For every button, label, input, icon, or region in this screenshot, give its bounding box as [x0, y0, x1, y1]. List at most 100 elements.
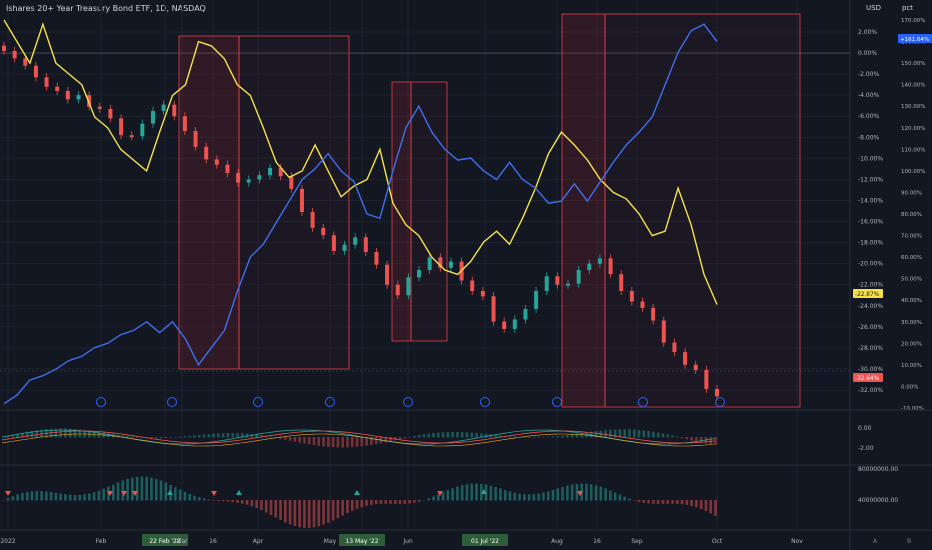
pane2-histogram-bar [126, 478, 129, 501]
oscillator-histogram-bar [432, 433, 435, 438]
right-axis-tick-label: 60.00% [901, 255, 922, 261]
oscillator-histogram-bar [236, 433, 239, 438]
oscillator-histogram-bar [231, 432, 235, 438]
candle-body [108, 108, 113, 119]
oscillator-histogram-bar [78, 429, 82, 438]
left-axis-tick-label: -20.00% [858, 261, 883, 268]
footer-b-icon: B [907, 538, 911, 545]
pane2-histogram-bar [54, 492, 58, 501]
oscillator-histogram-bar [537, 437, 540, 438]
oscillator-histogram-bar [523, 437, 526, 438]
candle-body [608, 258, 613, 275]
candle-body [672, 342, 677, 353]
candle-body [236, 173, 241, 183]
oscillator-histogram-bar [628, 429, 631, 438]
oscillator-histogram-bar [217, 433, 220, 438]
pane2-histogram-bar [245, 500, 249, 505]
x-axis-highlight-tag [142, 534, 188, 546]
oscillator-histogram-bar [30, 431, 34, 438]
pane2-histogram-bar [307, 500, 311, 528]
pane2-histogram-bar [188, 493, 192, 501]
oscillator-histogram-bar [241, 433, 244, 438]
oscillator-histogram-bar [690, 437, 693, 441]
candle-body [491, 296, 496, 322]
right-axis-tick-label: 0.00% [901, 384, 918, 390]
candle-body [268, 167, 273, 176]
candle-body [119, 118, 124, 136]
oscillator-histogram-bar [456, 432, 459, 438]
candle-body [417, 269, 422, 278]
candle-body [204, 146, 209, 160]
highlight-box [391, 81, 412, 342]
pane2-histogram-bar [269, 500, 273, 515]
left-axis-tick-label: -12.00% [858, 176, 883, 183]
x-axis-tick-label: 01 Jul '22 [471, 538, 499, 545]
pane2-histogram-bar [671, 500, 674, 504]
oscillator-histogram-bar [666, 434, 670, 438]
oscillator-histogram-bar [350, 437, 354, 448]
oscillator-histogram-bar [408, 436, 411, 438]
oscillator-histogram-bar [59, 428, 62, 438]
left-axis-tick-label: -2.00% [858, 71, 880, 78]
candle-body [12, 50, 17, 59]
left-axis-tick-label: -14.00% [858, 197, 883, 204]
oscillator-histogram-bar [465, 432, 469, 438]
oscillator-histogram-bar [494, 434, 497, 438]
oscillator-histogram-bar [355, 437, 359, 447]
candle-body [172, 104, 177, 117]
pane2-histogram-bar [589, 484, 593, 501]
oscillator-histogram-bar [566, 434, 569, 438]
pane2-histogram-bar [78, 494, 82, 501]
event-marker-icon [325, 397, 335, 407]
pane2-histogram-bar [441, 492, 445, 501]
oscillator-histogram-bar [2, 437, 5, 438]
footer-a-icon: A [873, 538, 878, 545]
left-axis-tick-label: 0.00% [858, 50, 877, 57]
oscillator-histogram-bar [312, 437, 316, 446]
pane2-histogram-bar [518, 493, 521, 501]
oscillator-histogram-bar [327, 437, 330, 447]
x-axis-tick-label: Apr [253, 538, 264, 545]
pane2-histogram-bar [666, 500, 670, 504]
candle-body [321, 227, 326, 236]
event-marker-icon [403, 397, 413, 407]
pane2-histogram-bar [494, 486, 497, 501]
pane2-histogram-bar [690, 500, 693, 506]
pane2-histogram-bar [604, 488, 607, 501]
candle-body [353, 237, 358, 245]
pane2-histogram-bar [379, 500, 383, 504]
x-axis-tick-label: 16 [209, 538, 217, 545]
candle-body [65, 90, 70, 100]
oscillator-histogram-bar [652, 431, 655, 438]
pane1-axis-tick-label: 0.00 [858, 425, 872, 432]
pane2-histogram-bar [656, 500, 660, 504]
pane2-histogram-bar [609, 490, 612, 501]
pane2-histogram-bar [336, 500, 340, 519]
pane2-histogram-bar [647, 500, 650, 504]
oscillator-histogram-bar [207, 434, 211, 438]
right-axis-tick-label: 120.00% [901, 126, 925, 132]
oscillator-histogram-bar [661, 433, 665, 438]
oscillator-histogram-bar [221, 433, 225, 438]
highlight-box [410, 81, 448, 342]
pane2-histogram-bar [465, 484, 469, 501]
event-marker-icon [480, 397, 490, 407]
candle-body [651, 307, 656, 321]
pane2-histogram-bar [178, 489, 182, 501]
candle-body [385, 264, 390, 285]
oscillator-histogram-bar [436, 432, 440, 438]
candle-body [363, 237, 368, 253]
pane2-histogram-bar [537, 493, 540, 501]
pane2-histogram-bar [2, 500, 5, 501]
oscillator-histogram-bar [561, 435, 564, 438]
x-axis-tick-label: Feb [96, 538, 107, 545]
pane2-histogram-bar [45, 491, 48, 501]
oscillator-histogram-bar [699, 437, 703, 443]
pane2-histogram-bar [623, 496, 626, 501]
x-axis-tick-label: 16 [593, 538, 601, 545]
candle-body [76, 95, 81, 100]
candle-body [23, 58, 28, 66]
right-axis-tick-label: 40.00% [901, 298, 922, 304]
oscillator-histogram-bar [546, 436, 550, 438]
